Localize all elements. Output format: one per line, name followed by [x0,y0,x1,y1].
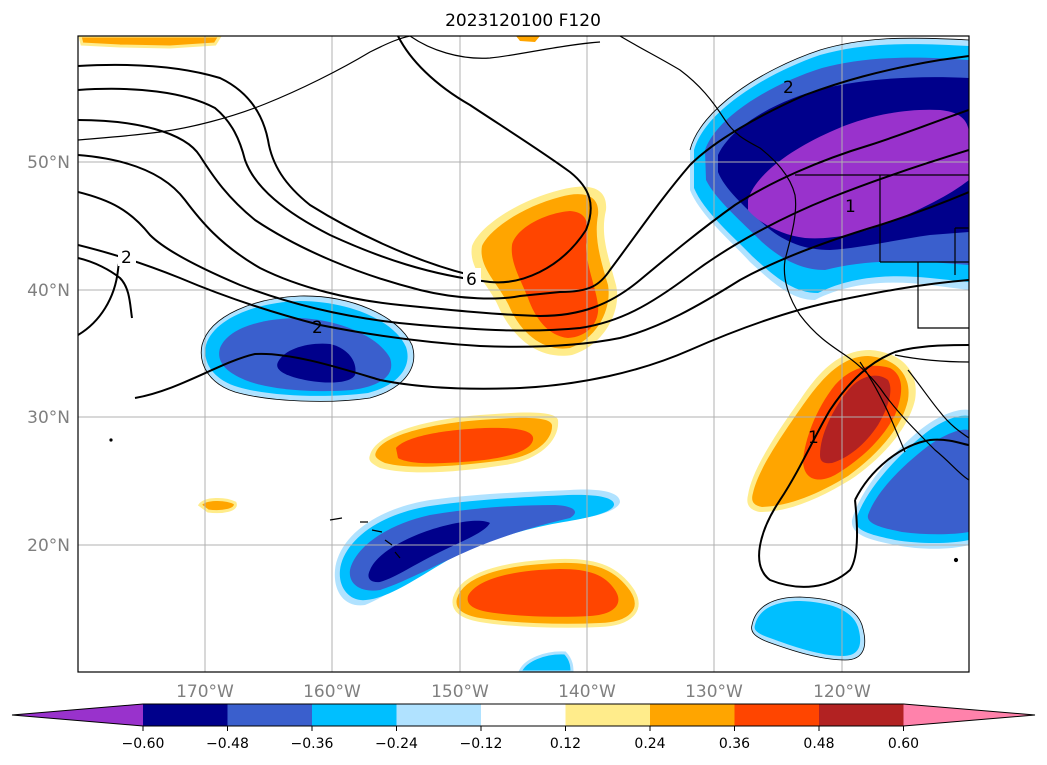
coast-north-america [619,36,969,481]
anomaly-patch-subtropical [369,412,559,473]
coastlines [78,36,969,481]
islands [109,438,959,563]
lat-label: 40°N [27,281,70,301]
coast-mexico [907,369,969,439]
anomaly-patch-hawaii [334,489,620,606]
colorbar-segment [565,704,651,726]
anomaly-patch-southeast [851,409,969,549]
colorbar-tick-label: −0.24 [375,736,418,752]
lat-label: 30°N [27,408,70,428]
longitude-labels: 170°W 160°W 150°W 140°W 130°W 120°W [176,682,871,702]
lat-label: 50°N [27,153,70,173]
anomaly-patch-bottom [518,651,574,672]
lon-label: 120°W [813,682,871,702]
zero-contour-outlines [200,37,969,661]
contour-label: 2 [121,248,132,268]
island-small [109,438,113,442]
colorbar-tick-label: −0.36 [291,736,334,752]
colorbar-tick-label: −0.60 [122,736,165,752]
latitude-labels: 50°N 40°N 30°N 20°N [27,153,70,556]
border-state [879,175,969,329]
colorbar-segment [143,704,228,726]
colorbar-segment [819,704,904,726]
contour-label: 2 [312,318,323,338]
map-title: 2023120100 F120 [445,11,601,31]
colorbar-segment [650,704,735,726]
contour-label: 2 [783,78,794,98]
lon-label: 160°W [303,682,361,702]
contour-labels: 2 6 2 2 1 1 [118,78,856,448]
anomaly-patch-top-left [78,36,222,49]
coast-baja [859,361,906,453]
colorbar-tick-label: 0.24 [634,736,665,752]
colorbar-extend-min [12,704,143,726]
colorbar-tick-label: 0.60 [888,736,919,752]
colorbar-segment [227,704,313,726]
anomaly-patch-northeast-pacific [690,38,969,300]
colorbar-segment [481,704,566,726]
lon-label: 150°W [431,682,489,702]
colorbar-tick-label: 0.36 [719,736,750,752]
coast-alaska [78,36,411,141]
contour-label-bg [463,268,481,286]
graticule [78,36,969,672]
contour-label: 1 [808,428,819,448]
negative-anomaly-patches [201,38,969,672]
coast-gulf-alaska [409,36,601,59]
border-us-mexico [894,354,969,363]
map-area: 2 6 2 2 1 1 [78,36,969,672]
map-frame [77,35,970,673]
contour-label: 1 [845,197,856,217]
colorbar-segment [312,704,397,726]
colorbar-tick-label: 0.48 [803,736,834,752]
colorbar-segment [396,704,482,726]
contour-label: 6 [466,270,477,290]
anomaly-patch-top-center [516,36,540,42]
island-small [953,557,959,563]
anomaly-patch-south-central [452,558,639,628]
colorbar-tick-label: −0.48 [206,736,249,752]
lon-label: 140°W [558,682,616,702]
colorbar: −0.60 −0.48 −0.36 −0.24 −0.12 0.12 0.24 0.36 0.4… [11,703,1036,752]
height-contours [78,36,969,588]
colorbar-extend-max [903,704,1035,726]
anomaly-patch-small-west [197,498,237,514]
lat-label: 20°N [27,536,70,556]
anomaly-patch-south-east-small [751,597,865,660]
lon-label: 130°W [685,682,743,702]
contour-label-bg [118,248,136,266]
colorbar-segment [734,704,820,726]
lon-label: 170°W [176,682,234,702]
colorbar-tick-label: 0.12 [550,736,581,752]
island-hawaii-chain [329,517,401,559]
anomaly-patch-baja [747,350,916,512]
colorbar-tick-label: −0.12 [460,736,503,752]
